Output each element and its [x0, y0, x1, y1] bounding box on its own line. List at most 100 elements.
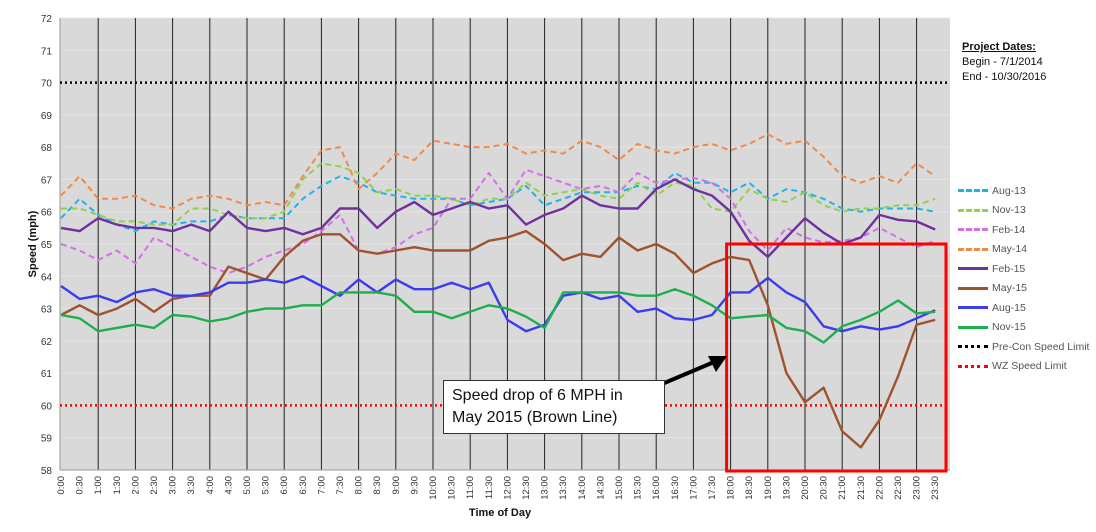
x-tick-label: 16:30 [670, 476, 681, 500]
legend-label: May-14 [992, 243, 1028, 256]
legend-swatch [958, 345, 988, 349]
legend-label: WZ Speed Limit [992, 360, 1067, 373]
x-tick-label: 22:30 [893, 476, 904, 500]
legend-item: WZ Speed Limit [958, 357, 1089, 377]
legend-swatch [958, 325, 988, 329]
legend-item: Aug-15 [958, 298, 1089, 318]
x-tick-label: 12:00 [502, 476, 513, 500]
y-tick-label: 67 [41, 175, 53, 186]
series-line-aug-15 [60, 275, 936, 333]
legend-label: Aug-13 [992, 184, 1026, 197]
legend-item: Nov-15 [958, 318, 1089, 338]
x-tick-label: 21:30 [856, 476, 867, 500]
x-tick-label: 14:30 [595, 476, 606, 500]
highlight-box [725, 242, 948, 473]
series-line-feb-15 [60, 178, 936, 259]
series-line-may-15 [60, 229, 936, 449]
x-tick-label: 2:00 [130, 476, 141, 495]
y-tick-label: 66 [41, 208, 53, 219]
x-tick-label: 13:30 [558, 476, 569, 500]
x-tick-label: 6:30 [298, 476, 309, 495]
chart-legend: Aug-13 Nov-13 Feb-14 May-14 Feb-15 May-15 Aug-… [958, 181, 1089, 376]
legend-label: Pre-Con Speed Limit [992, 340, 1090, 353]
x-tick-label: 5:00 [242, 476, 253, 495]
project-end-date: End - 10/30/2016 [962, 71, 1047, 83]
x-tick-label: 20:00 [800, 476, 811, 500]
x-tick-label: 19:30 [781, 476, 792, 500]
y-tick-label: 62 [41, 337, 53, 348]
y-tick-label: 70 [41, 79, 53, 90]
y-axis-title: Speed (mph) [27, 210, 39, 277]
series-line-nov-15 [60, 288, 936, 344]
series-line-may-14 [60, 133, 936, 210]
y-tick-label: 58 [41, 466, 53, 477]
x-tick-label: 1:30 [112, 476, 123, 495]
x-tick-label: 21:00 [837, 476, 848, 500]
x-tick-label: 14:00 [577, 476, 588, 500]
legend-label: Feb-14 [992, 223, 1026, 236]
x-tick-label: 5:30 [261, 476, 272, 495]
x-tick-label: 11:00 [465, 476, 476, 499]
legend-label: Nov-15 [992, 321, 1026, 334]
legend-item: May-15 [958, 279, 1089, 299]
legend-swatch [958, 228, 988, 232]
annotation-callout: Speed drop of 6 MPH in May 2015 (Brown L… [443, 380, 665, 434]
y-tick-label: 60 [41, 401, 53, 412]
series-line-nov-13 [61, 162, 936, 226]
x-tick-label: 3:00 [168, 476, 179, 495]
x-tick-label: 15:00 [614, 476, 625, 500]
legend-swatch [958, 306, 988, 310]
legend-label: Aug-15 [992, 301, 1026, 314]
x-tick-label: 9:00 [391, 476, 402, 495]
y-tick-label: 72 [41, 14, 53, 25]
x-tick-label: 12:30 [521, 476, 532, 500]
x-tick-label: 15:30 [633, 476, 644, 500]
legend-swatch [958, 208, 988, 212]
x-tick-label: 7:00 [316, 476, 327, 495]
x-tick-label: 18:30 [744, 476, 755, 500]
x-tick-label: 18:00 [726, 476, 737, 500]
legend-item: Pre-Con Speed Limit [958, 337, 1089, 357]
x-axis-title: Time of Day [469, 507, 532, 519]
x-tick-label: 3:30 [186, 476, 197, 495]
series-line-feb-14 [60, 168, 936, 275]
y-tick-label: 59 [41, 434, 53, 445]
x-tick-label: 23:00 [912, 476, 923, 500]
x-tick-label: 0:00 [56, 476, 67, 495]
project-dates-title: Project Dates: [962, 41, 1036, 53]
project-begin-date: Begin - 7/1/2014 [962, 56, 1043, 68]
legend-label: Nov-13 [992, 204, 1026, 217]
arrow-head-icon [708, 356, 727, 372]
x-tick-label: 22:00 [874, 476, 885, 500]
legend-swatch [958, 364, 988, 368]
legend-swatch [958, 247, 988, 251]
y-tick-label: 64 [41, 272, 53, 283]
legend-item: Feb-15 [958, 259, 1089, 279]
x-tick-label: 23:30 [930, 476, 941, 500]
y-tick-label: 71 [41, 46, 53, 57]
legend-swatch [958, 267, 988, 271]
legend-label: May-15 [992, 282, 1028, 295]
legend-item: Aug-13 [958, 181, 1089, 201]
x-tick-label: 9:30 [409, 476, 420, 495]
x-tick-label: 17:30 [707, 476, 718, 500]
x-tick-label: 16:00 [651, 476, 662, 500]
legend-item: Nov-13 [958, 201, 1089, 221]
legend-label: Feb-15 [992, 262, 1026, 275]
y-tick-label: 69 [41, 111, 53, 122]
y-tick-label: 68 [41, 143, 53, 154]
legend-swatch [958, 286, 988, 290]
x-tick-label: 13:00 [540, 476, 551, 500]
x-tick-label: 19:00 [763, 476, 774, 500]
x-tick-label: 0:30 [75, 476, 86, 495]
x-tick-label: 6:00 [279, 476, 290, 495]
x-tick-label: 8:30 [372, 476, 383, 495]
x-tick-label: 17:00 [688, 476, 699, 500]
legend-item: May-14 [958, 240, 1089, 260]
y-tick-label: 61 [41, 369, 53, 380]
x-tick-label: 1:00 [93, 476, 104, 495]
project-dates: Project Dates: Begin - 7/1/2014 End - 10… [962, 40, 1046, 85]
x-tick-label: 4:00 [205, 476, 216, 495]
x-tick-label: 10:30 [447, 476, 458, 500]
